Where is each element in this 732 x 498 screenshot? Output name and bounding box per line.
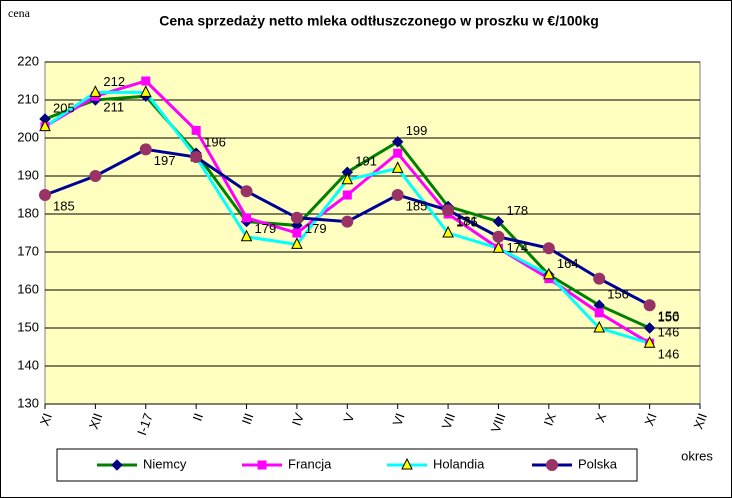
legend-marker	[111, 459, 123, 471]
x-axis-label: okres	[681, 448, 713, 463]
x-tick-label: XI	[37, 411, 55, 428]
data-point	[492, 241, 505, 253]
data-label: 199	[406, 123, 428, 138]
data-label: 211	[103, 100, 124, 115]
y-tick-label: 210	[17, 91, 39, 106]
legend-label: Holandia	[433, 456, 485, 471]
data-label: 179	[255, 221, 277, 236]
chart-title: Cena sprzedaży netto mleka odtłuszczoneg…	[159, 13, 599, 29]
data-point	[341, 172, 354, 185]
data-label: 156	[658, 309, 680, 324]
data-point	[139, 85, 152, 97]
data-point	[391, 136, 404, 148]
y-tick-label: 160	[17, 281, 39, 296]
data-label: 212	[103, 74, 125, 89]
y-tick-label: 140	[17, 357, 39, 372]
data-point	[141, 76, 151, 86]
data-point	[391, 161, 404, 173]
data-label: 185	[53, 198, 75, 213]
x-tick-label: I-17	[134, 411, 156, 437]
x-tick-label: VIII	[488, 411, 509, 434]
data-point	[442, 225, 454, 238]
data-point	[89, 85, 102, 97]
data-point	[191, 125, 201, 135]
data-point	[89, 170, 102, 182]
data-label: 181	[456, 214, 478, 229]
y-tick-label: 200	[17, 129, 39, 144]
data-point	[190, 151, 203, 163]
data-point	[290, 211, 303, 224]
data-point	[291, 237, 303, 249]
x-tick-label: III	[239, 411, 257, 426]
x-tick-label: IX	[541, 411, 559, 428]
x-tick-label: II	[190, 411, 207, 423]
y-tick-label: 180	[17, 205, 39, 220]
data-label: 205	[53, 100, 75, 115]
data-point	[442, 204, 455, 217]
data-point	[391, 189, 404, 201]
legend-marker	[257, 460, 267, 470]
legend-label: Niemcy	[143, 456, 187, 471]
data-label: 146	[658, 325, 680, 340]
data-point	[594, 308, 604, 318]
x-tick-label: XII	[691, 411, 711, 431]
data-label: 196	[204, 135, 226, 150]
data-point	[643, 336, 656, 348]
legend-label: Polska	[578, 456, 618, 471]
data-point	[240, 229, 253, 242]
data-point	[492, 215, 505, 228]
data-point	[543, 267, 555, 280]
data-point	[643, 299, 656, 312]
y-tick-label: 150	[17, 319, 39, 334]
data-label: 191	[355, 154, 377, 169]
data-point	[240, 185, 253, 198]
legend-marker	[401, 457, 413, 470]
data-point	[593, 272, 606, 285]
y-tick-label: 170	[17, 243, 39, 258]
data-point	[39, 119, 51, 132]
data-point	[139, 143, 152, 156]
data-label: 197	[154, 153, 176, 168]
data-label: 164	[557, 256, 579, 271]
x-tick-label: XII	[86, 411, 106, 431]
legend-marker	[546, 459, 558, 471]
y-axis-label: cena	[8, 6, 31, 20]
x-tick-label: VII	[439, 411, 459, 431]
data-label: 178	[506, 203, 528, 218]
data-point	[492, 230, 505, 243]
data-label: 175	[456, 214, 478, 229]
legend-label: Francja	[288, 456, 332, 471]
data-label: 174	[506, 240, 528, 255]
data-point	[242, 213, 252, 223]
y-tick-label: 130	[17, 395, 39, 410]
data-point	[39, 189, 51, 201]
data-label: 185	[406, 198, 428, 213]
data-point	[393, 148, 403, 158]
data-point	[593, 320, 606, 333]
plot-area	[44, 61, 701, 405]
data-point	[342, 190, 352, 200]
data-label: 146	[658, 347, 680, 362]
x-tick-label: VI	[389, 411, 407, 428]
data-point	[341, 215, 354, 228]
y-tick-label: 190	[17, 167, 39, 182]
data-point	[643, 322, 656, 334]
data-label: 150	[658, 309, 680, 324]
data-point	[292, 228, 302, 238]
y-tick-label: 220	[17, 53, 39, 68]
x-tick-label: IV	[289, 411, 307, 428]
data-point	[542, 242, 555, 255]
data-label: 179	[305, 221, 327, 236]
data-label: 156	[607, 287, 629, 302]
x-tick-label: XI	[641, 411, 659, 428]
